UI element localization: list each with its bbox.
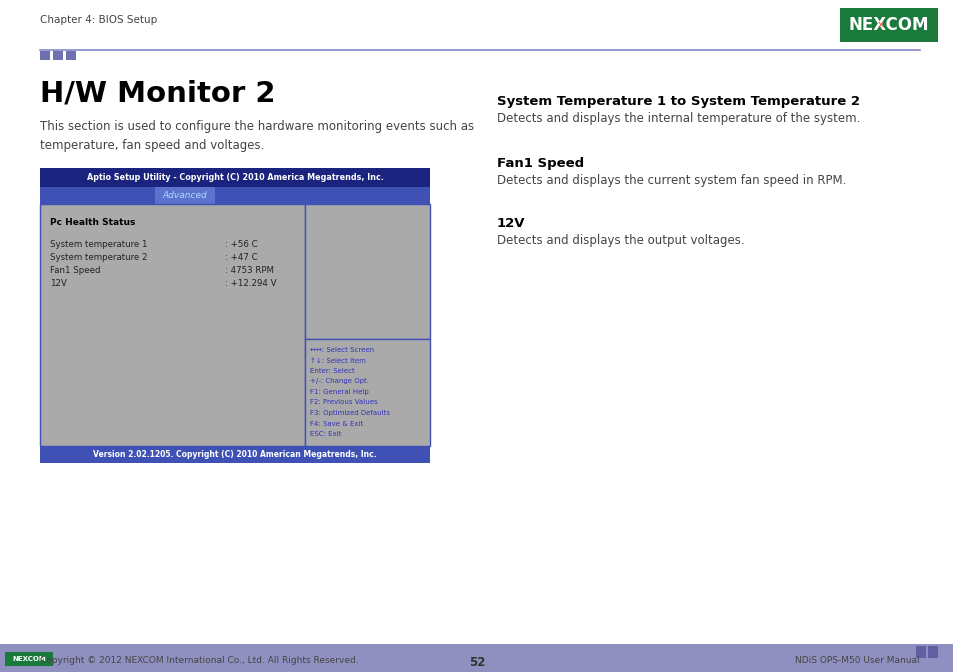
Text: Aptio Setup Utility - Copyright (C) 2010 America Megatrends, Inc.: Aptio Setup Utility - Copyright (C) 2010… bbox=[87, 173, 383, 182]
Text: Fan1 Speed: Fan1 Speed bbox=[50, 266, 100, 275]
Bar bbox=[66, 51, 76, 60]
Text: Detects and displays the output voltages.: Detects and displays the output voltages… bbox=[497, 234, 744, 247]
Text: 12V: 12V bbox=[50, 279, 67, 288]
Text: +/-: Change Opt.: +/-: Change Opt. bbox=[310, 378, 369, 384]
Text: Detects and displays the current system fan speed in RPM.: Detects and displays the current system … bbox=[497, 174, 845, 187]
Text: ESC: Exit: ESC: Exit bbox=[310, 431, 341, 437]
Text: F4: Save & Exit: F4: Save & Exit bbox=[310, 421, 363, 427]
Bar bbox=[915, 646, 925, 658]
Text: System Temperature 1 to System Temperature 2: System Temperature 1 to System Temperatu… bbox=[497, 95, 859, 108]
Text: Detects and displays the internal temperature of the system.: Detects and displays the internal temper… bbox=[497, 112, 860, 125]
Bar bbox=[40, 168, 430, 187]
Text: ×: × bbox=[876, 20, 884, 30]
Text: H/W Monitor 2: H/W Monitor 2 bbox=[40, 80, 275, 108]
Text: System temperature 1: System temperature 1 bbox=[50, 240, 148, 249]
Bar bbox=[40, 204, 305, 446]
Text: 52: 52 bbox=[468, 656, 485, 669]
Text: Copyright © 2012 NEXCOM International Co., Ltd. All Rights Reserved.: Copyright © 2012 NEXCOM International Co… bbox=[40, 656, 358, 665]
Text: : +56 C: : +56 C bbox=[225, 240, 257, 249]
Text: Version 2.02.1205. Copyright (C) 2010 American Megatrends, Inc.: Version 2.02.1205. Copyright (C) 2010 Am… bbox=[93, 450, 376, 459]
Text: 12V: 12V bbox=[497, 217, 525, 230]
Bar bbox=[305, 204, 430, 339]
Text: Enter: Select: Enter: Select bbox=[310, 368, 355, 374]
Text: F2: Previous Values: F2: Previous Values bbox=[310, 399, 377, 405]
Bar bbox=[53, 51, 63, 60]
Text: : +12.294 V: : +12.294 V bbox=[225, 279, 276, 288]
Text: System temperature 2: System temperature 2 bbox=[50, 253, 148, 262]
Bar bbox=[40, 187, 430, 204]
Text: Pc Health Status: Pc Health Status bbox=[50, 218, 135, 227]
Bar bbox=[40, 446, 430, 463]
Bar bbox=[154, 187, 214, 204]
Bar bbox=[40, 51, 50, 60]
Text: NDiS OPS-M50 User Manual: NDiS OPS-M50 User Manual bbox=[795, 656, 919, 665]
Text: : 4753 RPM: : 4753 RPM bbox=[225, 266, 274, 275]
Text: ↔↔: Select Screen: ↔↔: Select Screen bbox=[310, 347, 374, 353]
Text: Advanced: Advanced bbox=[162, 191, 207, 200]
Text: ↑↓: Select Item: ↑↓: Select Item bbox=[310, 358, 366, 364]
Text: F1: General Help: F1: General Help bbox=[310, 389, 369, 395]
Text: F3: Optimized Defaults: F3: Optimized Defaults bbox=[310, 410, 390, 416]
Text: NEXCOM: NEXCOM bbox=[848, 16, 928, 34]
Text: Fan1 Speed: Fan1 Speed bbox=[497, 157, 583, 170]
Bar bbox=[5, 652, 53, 666]
Bar bbox=[305, 339, 430, 446]
Bar bbox=[927, 646, 937, 658]
Text: : +47 C: : +47 C bbox=[225, 253, 257, 262]
Bar bbox=[840, 8, 937, 42]
Bar bbox=[0, 644, 953, 672]
Text: This section is used to configure the hardware monitoring events such as
tempera: This section is used to configure the ha… bbox=[40, 120, 474, 152]
Text: NEXCOM: NEXCOM bbox=[12, 656, 46, 662]
Text: Chapter 4: BIOS Setup: Chapter 4: BIOS Setup bbox=[40, 15, 157, 25]
